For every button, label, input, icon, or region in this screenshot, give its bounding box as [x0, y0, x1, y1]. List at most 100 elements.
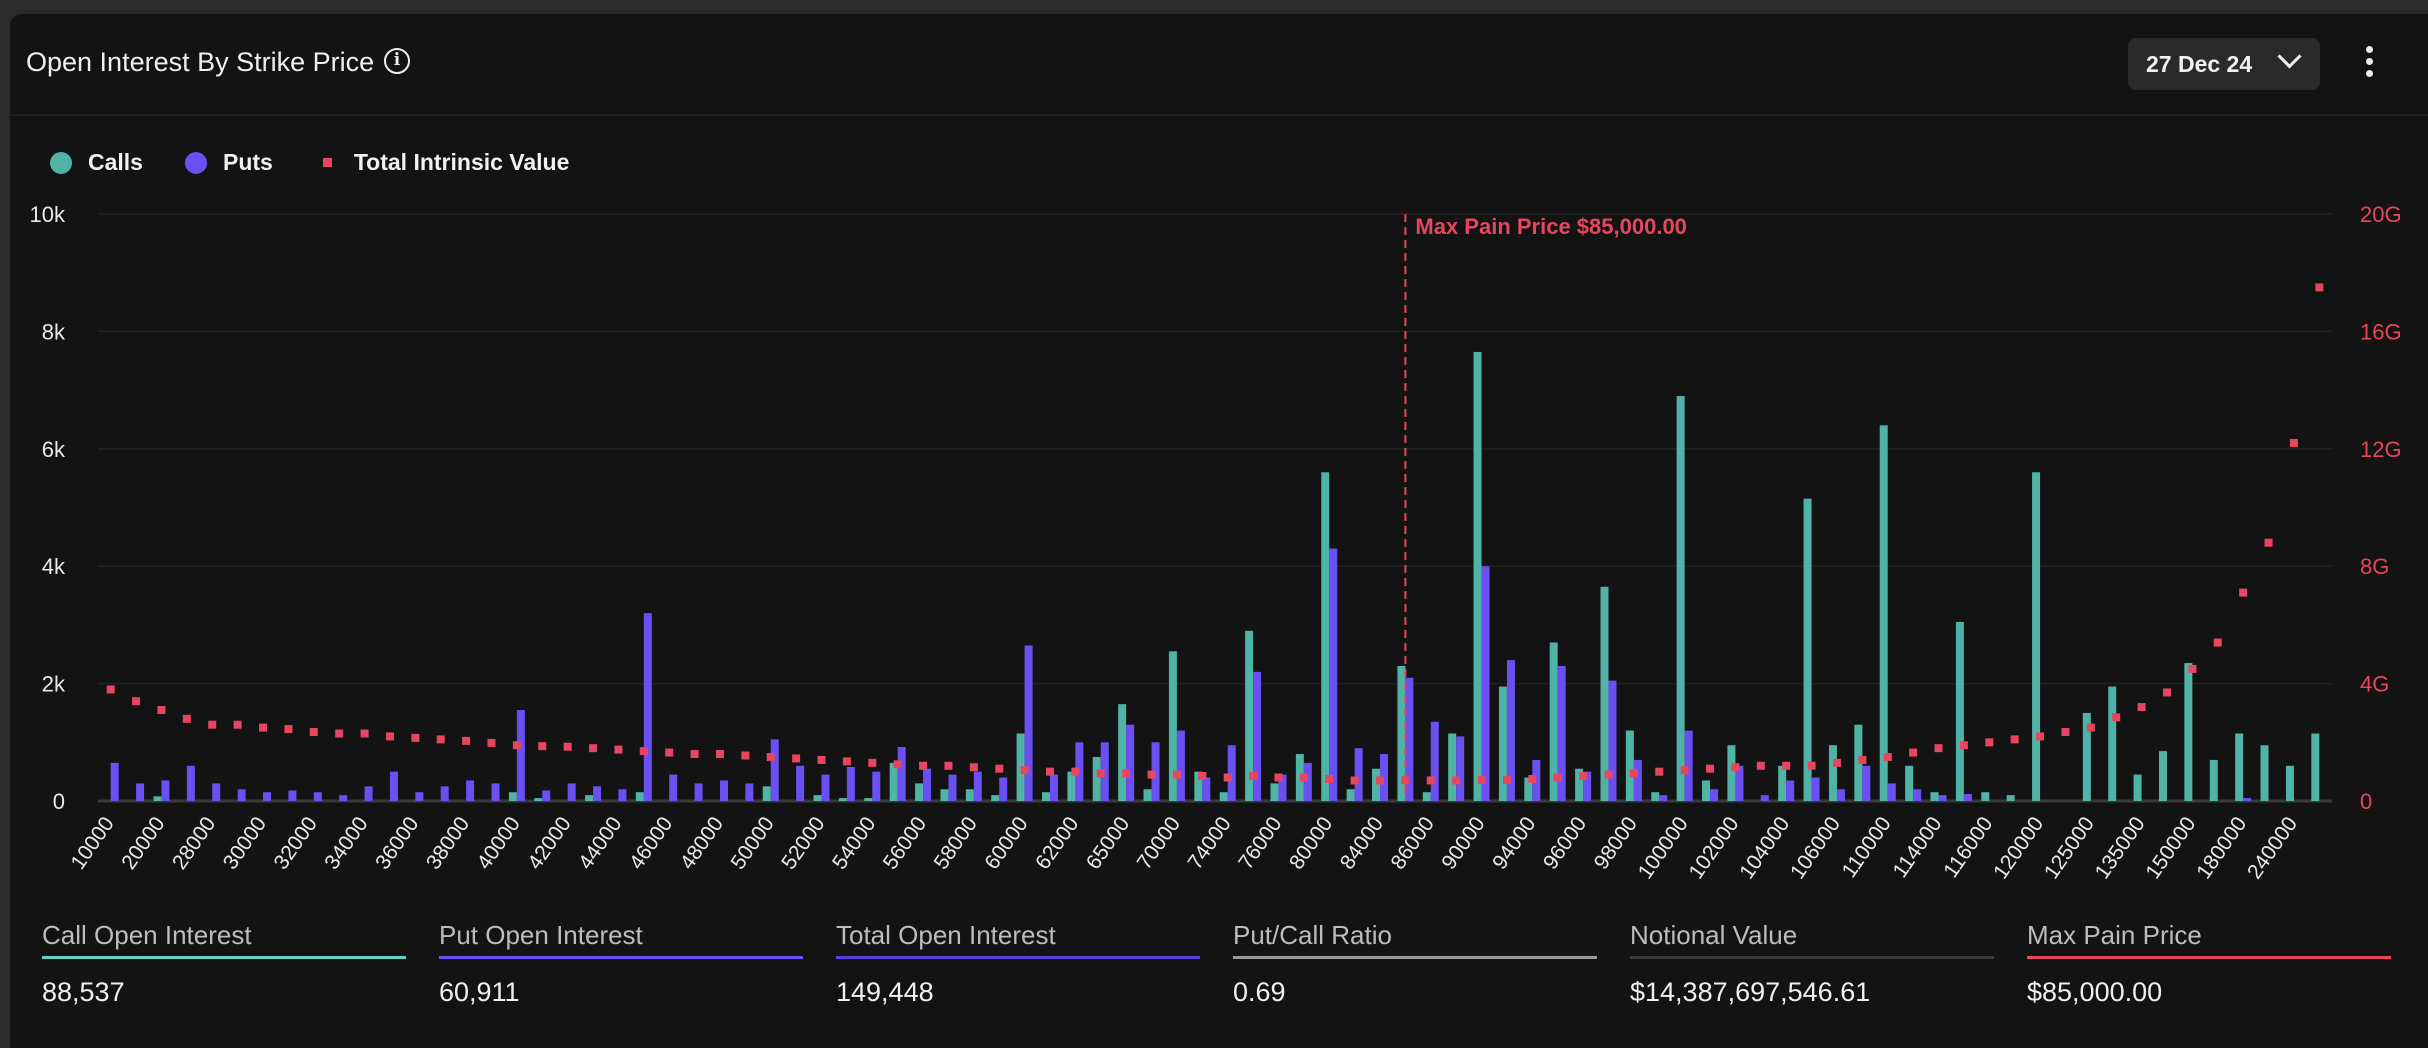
stat-label: Call Open Interest	[42, 920, 252, 950]
put-bar	[846, 766, 855, 801]
card-header: Open Interest By Strike Price i 27 Dec 2…	[10, 14, 2428, 116]
legend-item-puts[interactable]: Puts	[184, 149, 273, 176]
put-bar	[313, 792, 322, 801]
put-bar	[1608, 680, 1617, 801]
put-bar	[669, 774, 678, 801]
intrinsic-value-point	[1426, 776, 1435, 785]
put-bar	[186, 765, 195, 801]
x-tick-label: 50000	[726, 813, 778, 874]
expiry-date-dropdown[interactable]: 27 Dec 24	[2128, 38, 2320, 90]
call-bar	[1321, 472, 1330, 801]
intrinsic-value-point	[1553, 773, 1562, 782]
intrinsic-value-point	[538, 742, 547, 751]
put-bar	[1049, 774, 1058, 801]
info-icon[interactable]: i	[384, 48, 410, 74]
legend-label: Puts	[222, 149, 273, 175]
call-bar	[1422, 792, 1431, 801]
put-bar	[1278, 774, 1287, 801]
put-bar	[567, 783, 576, 801]
stat-value: $85,000.00	[2027, 977, 2163, 1007]
intrinsic-square-icon	[322, 158, 332, 167]
legend-item-intrinsic[interactable]: Total Intrinsic Value	[315, 149, 570, 176]
intrinsic-value-point	[233, 720, 242, 729]
put-bar	[1176, 730, 1185, 801]
intrinsic-value-point	[462, 736, 471, 745]
x-tick-label: 40000	[473, 813, 525, 874]
intrinsic-value-point	[1020, 766, 1029, 775]
intrinsic-value-point	[2162, 688, 2171, 697]
x-tick-label: 58000	[930, 813, 982, 874]
put-bar	[136, 783, 145, 801]
x-tick-label: 102000	[1684, 813, 1743, 884]
intrinsic-value-point	[665, 748, 674, 757]
call-bar	[1270, 783, 1279, 801]
x-tick-label: 90000	[1437, 813, 1489, 874]
call-bar	[153, 796, 162, 801]
legend-item-calls[interactable]: Calls	[50, 149, 143, 176]
put-bar	[1684, 730, 1693, 801]
x-tick-label: 70000	[1133, 813, 1185, 874]
x-tick-label: 60000	[980, 813, 1032, 874]
call-bar	[2285, 765, 2294, 801]
put-bar	[1303, 762, 1312, 801]
y-tick-label: 2k	[42, 672, 66, 697]
legend-label: Total Intrinsic Value	[353, 149, 570, 175]
put-bar	[1862, 765, 1871, 801]
stat-put-oi: Put Open Interest 60,911	[439, 920, 803, 1008]
intrinsic-value-point	[1756, 761, 1765, 770]
intrinsic-value-point	[132, 697, 141, 706]
call-bar	[1473, 351, 1482, 801]
intrinsic-value-point	[385, 732, 394, 741]
y2-tick-label: 8G	[2360, 554, 2389, 579]
expiry-date-label: 27 Dec 24	[2146, 51, 2253, 77]
y-tick-label: 6k	[42, 437, 66, 462]
intrinsic-value-point	[1299, 773, 1308, 782]
call-bar	[991, 795, 1000, 801]
page-title: Open Interest By Strike Price	[26, 47, 375, 77]
y-tick-label: 0	[53, 789, 65, 814]
more-options-icon[interactable]	[2366, 46, 2376, 86]
put-bar	[1659, 795, 1668, 801]
x-tick-label: 240000	[2243, 813, 2302, 884]
chart-legend: Calls Puts Total Intrinsic Value	[50, 149, 611, 176]
intrinsic-value-point	[1122, 769, 1131, 778]
intrinsic-value-point	[1528, 774, 1537, 783]
put-bar	[1456, 736, 1465, 801]
put-bar	[1811, 777, 1820, 801]
call-bar	[1651, 792, 1660, 801]
x-tick-label: 20000	[117, 813, 169, 874]
stat-underline	[1630, 956, 1994, 959]
intrinsic-value-point	[411, 733, 420, 742]
intrinsic-value-point	[1198, 772, 1207, 781]
open-interest-card: Open Interest By Strike Price i 27 Dec 2…	[10, 14, 2428, 1048]
max-pain-label: Max Pain Price $85,000.00	[1415, 214, 1687, 239]
stat-label: Total Open Interest	[836, 920, 1056, 950]
put-bar	[2243, 798, 2252, 801]
call-bar	[1930, 792, 1939, 801]
stat-underline	[439, 956, 803, 959]
put-bar	[1329, 548, 1338, 801]
x-tick-label: 120000	[1989, 813, 2048, 884]
y-tick-label: 8k	[42, 319, 66, 344]
call-bar	[1397, 665, 1406, 801]
intrinsic-value-point	[995, 764, 1004, 773]
put-bar	[593, 786, 602, 801]
intrinsic-value-point	[766, 752, 775, 761]
call-bar	[2133, 774, 2142, 801]
x-tick-label: 10000	[66, 813, 118, 874]
stat-total-oi: Total Open Interest 149,448	[836, 920, 1200, 1008]
intrinsic-value-point	[893, 760, 902, 769]
x-tick-label: 65000	[1082, 813, 1134, 874]
intrinsic-value-point	[2188, 664, 2197, 673]
intrinsic-value-point	[2061, 728, 2070, 737]
x-tick-label: 56000	[879, 813, 931, 874]
call-bar	[1168, 651, 1177, 801]
intrinsic-value-point	[1959, 741, 1968, 750]
intrinsic-value-point	[842, 757, 851, 766]
call-bar	[585, 795, 594, 801]
x-tick-label: 30000	[219, 813, 271, 874]
call-bar	[635, 792, 644, 801]
x-tick-label: 94000	[1488, 813, 1540, 874]
intrinsic-value-point	[2239, 588, 2248, 597]
put-bar	[364, 786, 373, 801]
